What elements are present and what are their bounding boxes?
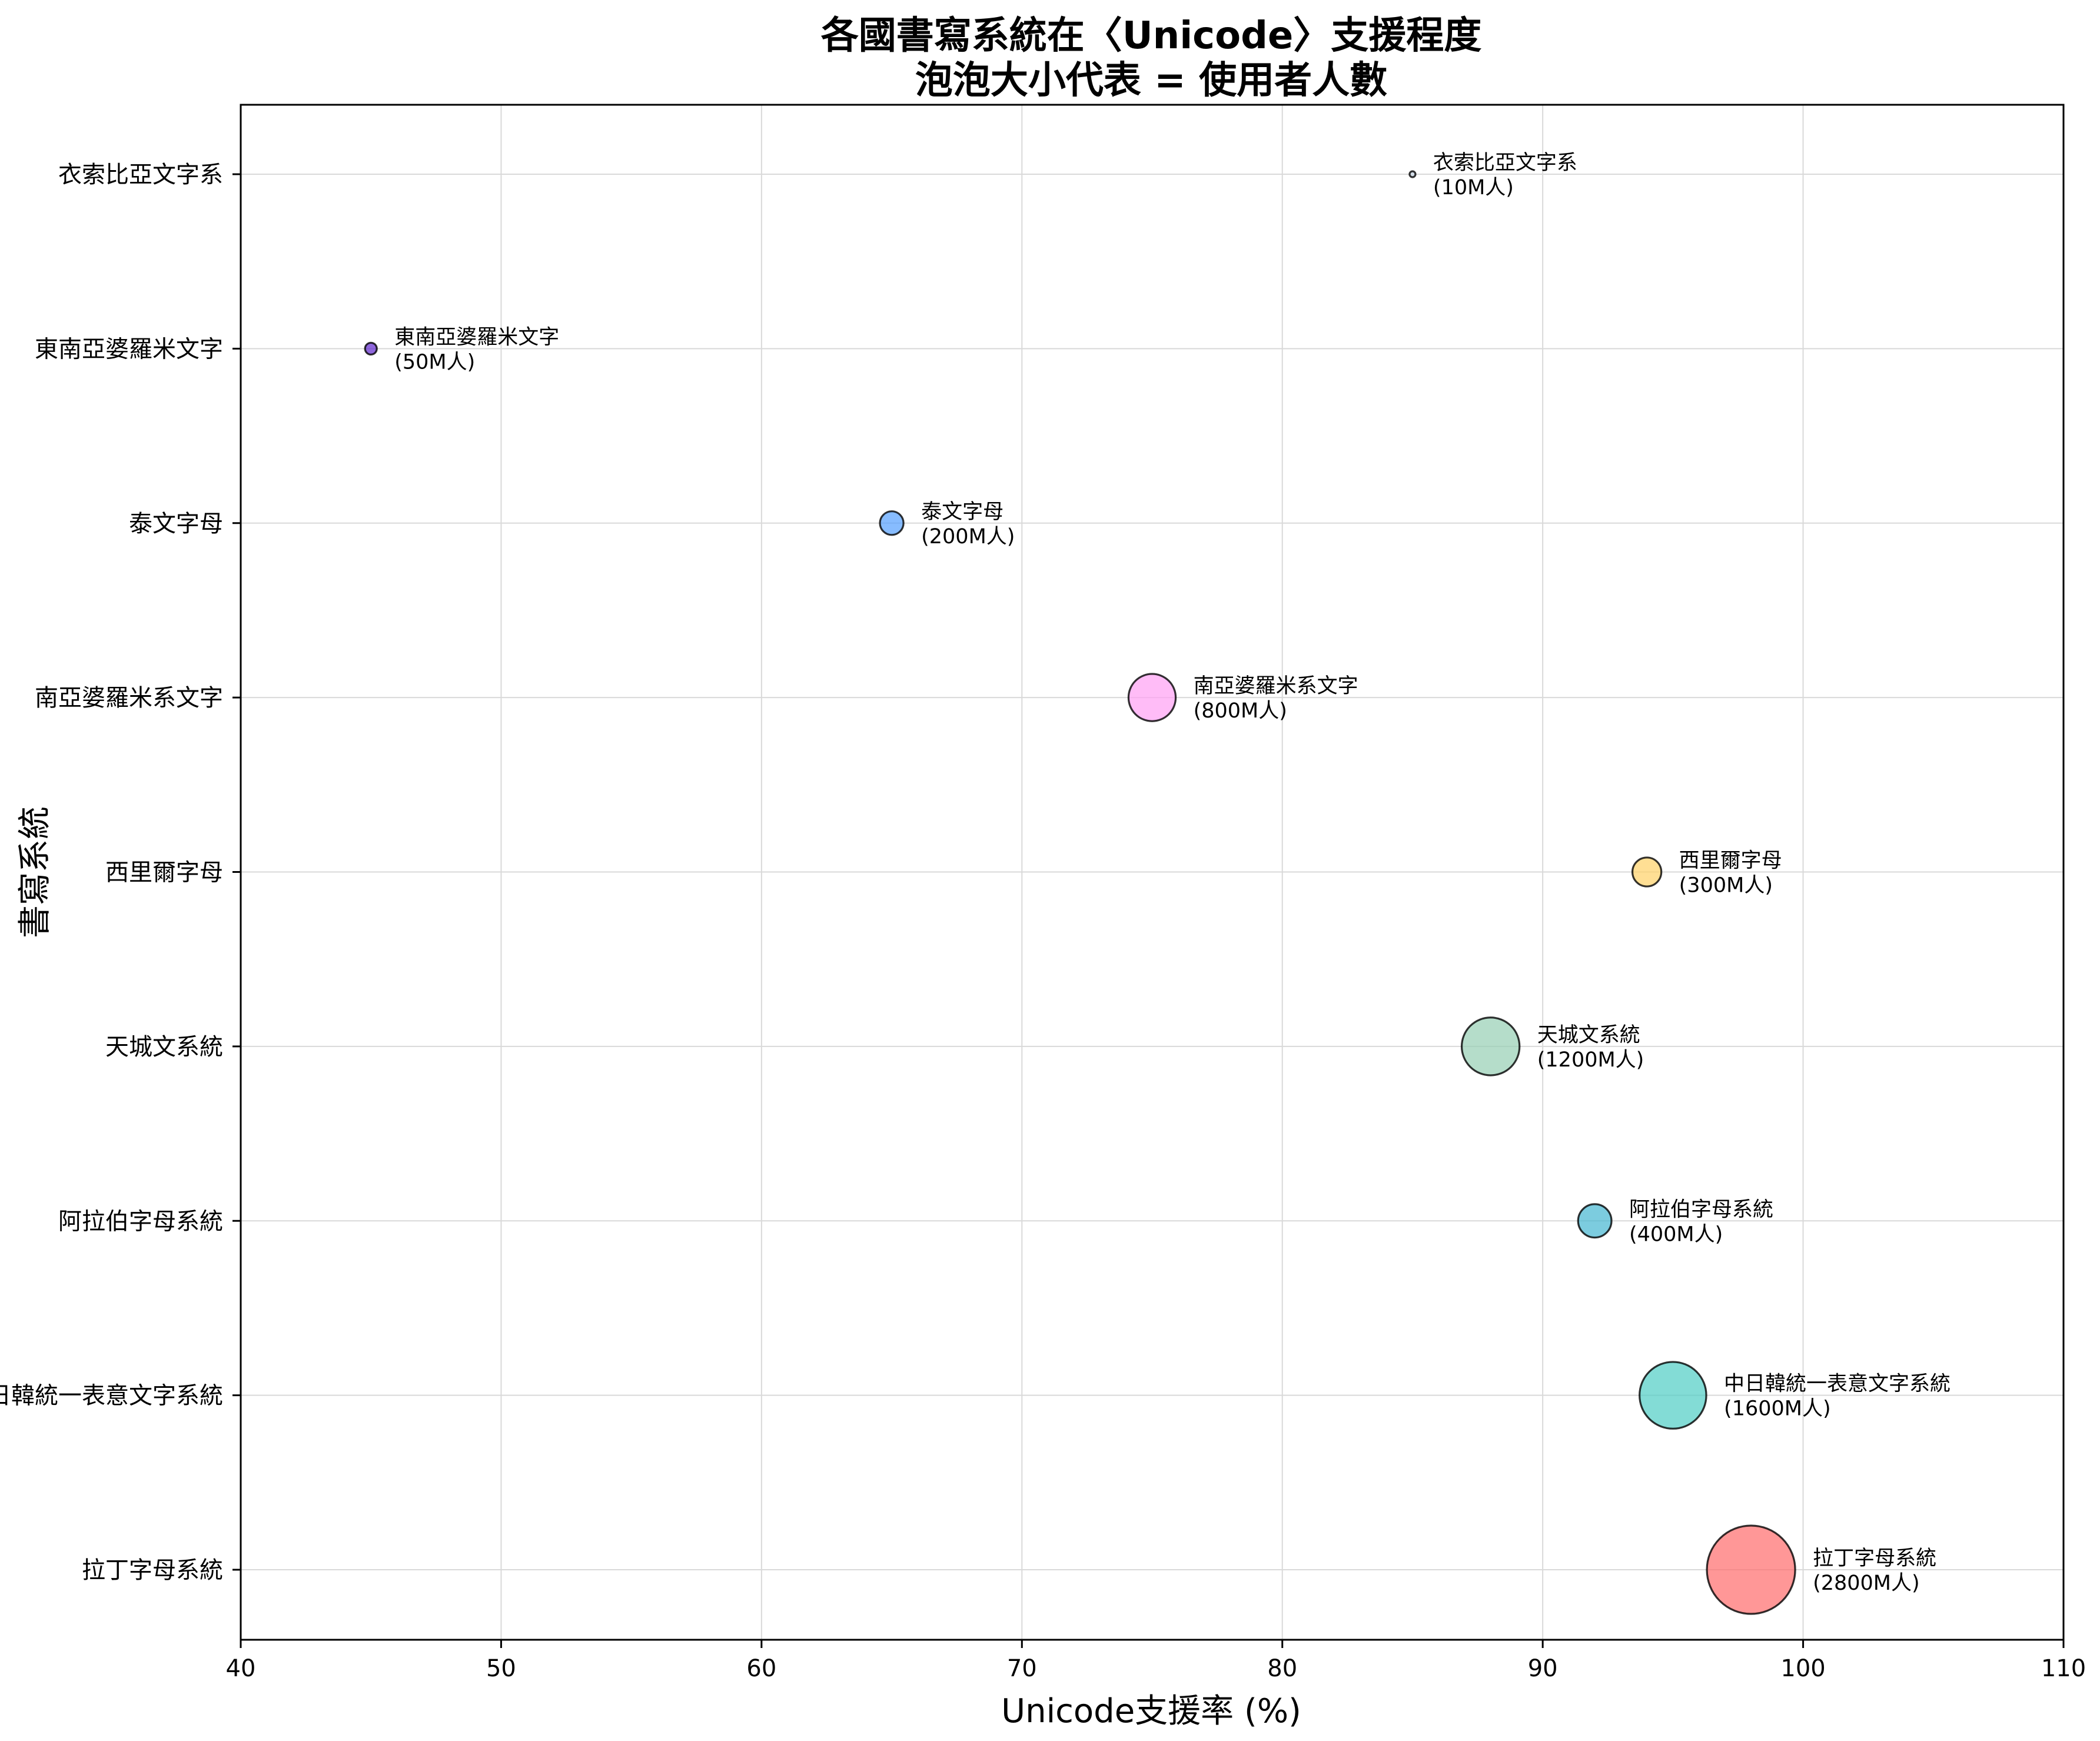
- chart-title: 各國書寫系統在〈Unicode〉支援程度: [821, 14, 1482, 58]
- bubble-label: 泰文字母: [921, 500, 1004, 524]
- bubble-size-label: (400M人): [1629, 1222, 1723, 1246]
- y-tick-label: 阿拉伯字母系統: [58, 1208, 223, 1235]
- x-tick-label: 80: [1267, 1655, 1297, 1682]
- data-bubble: [1460, 1016, 1521, 1077]
- bubble-label: 西里爾字母: [1679, 849, 1782, 873]
- bubble-size-label: (1600M人): [1724, 1397, 1831, 1421]
- bubble-labels: 拉丁字母系統(2800M人) 中日韓統一表意文字系統(1600M人) 阿拉伯字母系統…: [394, 151, 1951, 1595]
- x-tick-label: 110: [2041, 1655, 2086, 1682]
- bubble-label: 天城文系統: [1537, 1024, 1640, 1047]
- bubble-label: 阿拉伯字母系統: [1629, 1198, 1773, 1221]
- data-bubble: [1631, 856, 1663, 888]
- y-tick-label: 中日韓統一表意文字系統: [0, 1383, 223, 1410]
- data-bubble: [1706, 1524, 1796, 1615]
- data-bubble: [1127, 673, 1177, 722]
- bubble-label: 衣索比亞文字系: [1433, 151, 1577, 175]
- bubble-series: [364, 170, 1796, 1615]
- bubble-size-label: (1200M人): [1537, 1048, 1644, 1072]
- data-bubble: [1577, 1203, 1613, 1239]
- bubble-size-label: (800M人): [1194, 699, 1287, 723]
- y-tick-label: 衣索比亞文字系: [58, 161, 223, 188]
- x-tick-label: 70: [1007, 1655, 1037, 1682]
- data-bubble: [1639, 1361, 1707, 1430]
- y-tick-label: 天城文系統: [105, 1034, 223, 1061]
- bubble-label: 東南亞婆羅米文字: [394, 325, 559, 349]
- x-axis-label: Unicode支援率 (%): [1001, 1692, 1301, 1730]
- y-tick-label: 拉丁字母系統: [82, 1557, 223, 1584]
- y-tick-label: 東南亞婆羅米文字: [35, 335, 223, 363]
- x-tick-label: 60: [746, 1655, 776, 1682]
- y-tick-label: 西里爾字母: [105, 859, 223, 886]
- y-tick-label: 南亞婆羅米系文字: [35, 685, 223, 712]
- x-axis-ticks: 40 50 60 70 80 90 100 110: [226, 1640, 2086, 1682]
- bubble-label: 南亞婆羅米系文字: [1194, 675, 1358, 698]
- data-bubble: [1408, 170, 1417, 178]
- bubble-size-label: (50M人): [394, 350, 475, 374]
- y-tick-label: 泰文字母: [129, 510, 223, 537]
- chart-subtitle: 泡泡大小代表 = 使用者人數: [915, 59, 1387, 102]
- data-bubble: [879, 510, 905, 536]
- bubble-label: 拉丁字母系統: [1813, 1547, 1936, 1570]
- x-tick-label: 90: [1528, 1655, 1558, 1682]
- bubble-size-label: (10M人): [1433, 176, 1514, 200]
- y-axis-ticks: 拉丁字母系統 中日韓統一表意文字系統 阿拉伯字母系統 天城文系統 西里爾字母 南亞婆羅米系…: [0, 161, 241, 1584]
- bubble-size-label: (2800M人): [1813, 1571, 1920, 1595]
- bubble-label: 中日韓統一表意文字系統: [1724, 1373, 1951, 1396]
- x-tick-label: 100: [1780, 1655, 1825, 1682]
- data-bubble: [364, 341, 378, 355]
- bubble-size-label: (300M人): [1679, 874, 1773, 898]
- bubble-size-label: (200M人): [921, 525, 1015, 549]
- x-tick-label: 40: [226, 1655, 256, 1682]
- y-axis-label: 書寫系統: [16, 806, 54, 938]
- x-tick-label: 50: [486, 1655, 516, 1682]
